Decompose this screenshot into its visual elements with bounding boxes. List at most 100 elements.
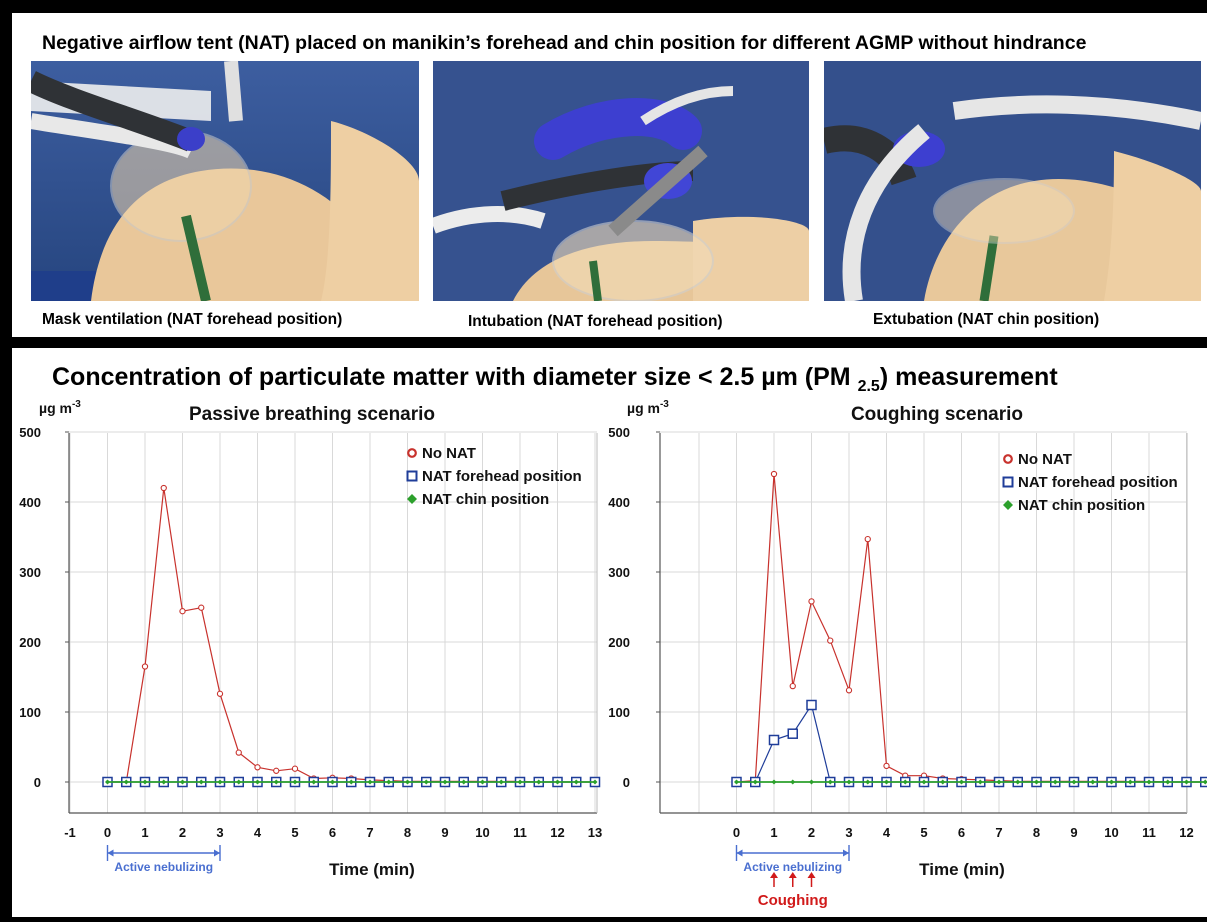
data-point <box>768 734 780 746</box>
data-point <box>845 687 853 694</box>
data-point <box>1165 779 1171 785</box>
data-point <box>902 779 908 785</box>
data-point <box>1052 779 1058 785</box>
data-point <box>255 779 260 785</box>
data-point <box>865 779 871 785</box>
data-point <box>789 682 796 690</box>
series-nat-chin-position <box>734 779 1207 785</box>
y-tick-label: 100 <box>608 705 630 720</box>
annotation-arrowhead-right <box>843 849 849 857</box>
data-point <box>273 767 280 774</box>
data-point <box>236 779 242 785</box>
x-tick-label: 2 <box>179 825 186 840</box>
legend-marker-circle <box>407 448 417 458</box>
data-point <box>461 779 467 785</box>
y-tick-label: 0 <box>623 775 630 790</box>
data-point <box>161 779 167 785</box>
x-tick-label: 5 <box>291 825 298 840</box>
chart-coughing: Coughing scenario µg m-3 0 100 200 300 400 500 0… <box>608 399 1207 909</box>
annotation-arrowhead-left <box>107 849 114 857</box>
caption-intubation: Intubation (NAT forehead position) <box>468 313 723 330</box>
data-point <box>292 779 298 785</box>
x-tick-label: 0 <box>104 825 111 840</box>
caption-mask-ventilation: Mask ventilation (NAT forehead position) <box>42 311 343 328</box>
legend-label: NAT chin position <box>1018 497 1145 514</box>
coughing-annotation: Coughing <box>758 872 828 909</box>
data-point <box>442 779 448 785</box>
data-point <box>517 779 523 785</box>
x-tick-label: 0 <box>733 825 740 840</box>
x-tick-label: 3 <box>216 825 223 840</box>
data-point <box>141 663 149 670</box>
data-point <box>959 779 964 785</box>
legend-label: NAT forehead position <box>422 468 582 485</box>
legend-marker-square <box>1002 476 1014 488</box>
data-point <box>498 779 504 785</box>
chart-title: Coughing scenario <box>851 404 1023 425</box>
data-point <box>235 749 242 756</box>
data-point <box>386 779 392 785</box>
y-tick-label: 400 <box>19 495 41 510</box>
x-tick-label: 11 <box>1142 825 1156 840</box>
x-tick-label: 12 <box>1179 825 1193 840</box>
data-point <box>734 779 739 785</box>
legend-label: NAT forehead position <box>1018 474 1178 491</box>
y-tick-label: 300 <box>19 565 41 580</box>
data-point <box>142 779 148 785</box>
data-point <box>1071 779 1077 785</box>
legend-marker-square <box>406 470 418 482</box>
data-point <box>883 762 890 770</box>
data-point <box>254 764 261 771</box>
x-tick-label: 1 <box>770 825 777 840</box>
data-point <box>1184 779 1189 785</box>
x-tick-label: 8 <box>404 825 411 840</box>
x-tick-label: 9 <box>1070 825 1077 840</box>
series-no-nat <box>733 470 1207 786</box>
data-point <box>808 598 815 605</box>
x-tick-label: 1 <box>141 825 148 840</box>
y-unit-label: µg m-3 <box>627 399 669 416</box>
annotation-label: Active nebulizing <box>114 860 213 874</box>
x-tick-label: 2 <box>808 825 815 840</box>
data-point <box>1015 779 1021 785</box>
data-point <box>198 779 204 785</box>
x-tick-label: -1 <box>64 825 76 840</box>
annotation-label: Active nebulizing <box>743 860 842 874</box>
data-point <box>423 779 429 785</box>
data-point <box>105 779 110 785</box>
data-point <box>536 779 542 785</box>
legend-marker-diamond <box>407 494 417 504</box>
x-tick-label: 11 <box>513 825 527 840</box>
legend-label: NAT chin position <box>422 491 549 508</box>
x-tick-label: 13 <box>588 825 602 840</box>
data-point <box>787 728 798 739</box>
data-point <box>1090 779 1096 785</box>
y-tick-label: 500 <box>19 425 41 440</box>
data-point <box>180 779 185 785</box>
photo-intubation <box>433 61 809 301</box>
legend-marker-diamond <box>1003 500 1013 510</box>
x-tick-label: 7 <box>995 825 1002 840</box>
annotation-arrowhead-left <box>736 849 743 857</box>
x-tick-label: 10 <box>1104 825 1118 840</box>
legend-marker-circle <box>1003 454 1013 464</box>
legend: No NAT NAT forehead position NAT chin posi… <box>406 445 582 508</box>
coughing-arrow-head <box>770 872 778 878</box>
series-line <box>107 487 595 783</box>
data-point <box>771 779 777 785</box>
data-point <box>790 779 796 785</box>
data-point <box>573 779 579 785</box>
data-point <box>977 779 983 785</box>
data-point <box>555 779 560 785</box>
data-point <box>884 779 889 785</box>
data-point <box>1127 779 1133 785</box>
grid-lines <box>69 431 597 813</box>
photo-extubation <box>824 61 1201 301</box>
data-point <box>846 779 852 785</box>
y-tick-label: 200 <box>19 635 41 650</box>
data-point <box>1202 779 1207 785</box>
coughing-arrow-head <box>788 872 797 878</box>
x-tick-label: 12 <box>550 825 564 840</box>
coughing-arrow-head <box>807 872 816 878</box>
